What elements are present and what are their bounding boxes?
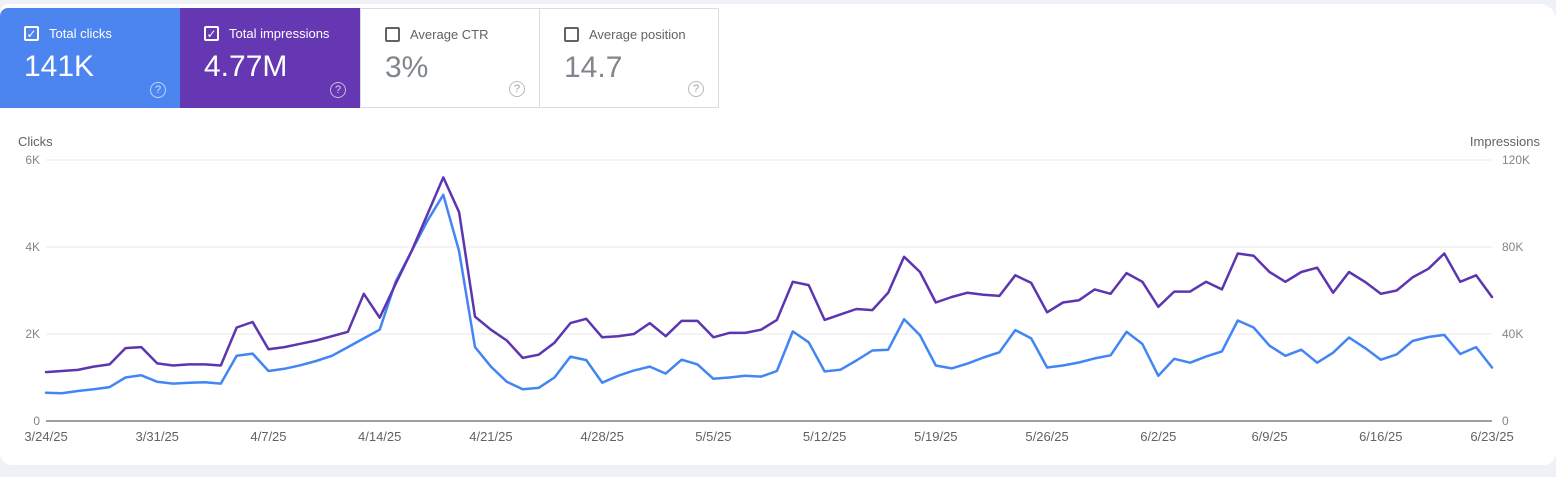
impressions-axis-tick-label: 120K bbox=[1502, 153, 1531, 167]
left-axis-title: Clicks bbox=[18, 134, 53, 149]
performance-panel: ✓ Total clicks 141K ? ✓ Total impression… bbox=[0, 4, 1556, 465]
card-label: Total impressions bbox=[229, 26, 330, 41]
average-ctr-checkbox[interactable] bbox=[385, 27, 400, 42]
x-axis-date-label: 3/31/25 bbox=[135, 429, 179, 444]
clicks-axis-tick-label: 4K bbox=[25, 240, 40, 254]
performance-chart[interactable]: Clicks Impressions 6K 120K 4K 80K 2K 40K 0 0 3/2… bbox=[0, 130, 1556, 450]
card-label: Average CTR bbox=[410, 27, 489, 42]
x-axis-date-label: 4/7/25 bbox=[250, 429, 287, 444]
help-icon[interactable]: ? bbox=[150, 82, 166, 98]
help-icon[interactable]: ? bbox=[330, 82, 346, 98]
average-ctr-value: 3% bbox=[385, 51, 429, 84]
metric-cards-row: ✓ Total clicks 141K ? ✓ Total impression… bbox=[0, 4, 1556, 108]
chart-plot-area bbox=[44, 159, 1494, 422]
total-clicks-value: 141K bbox=[24, 50, 95, 83]
average-position-checkbox[interactable] bbox=[564, 27, 579, 42]
x-axis-date-label: 3/24/25 bbox=[24, 429, 68, 444]
card-total-clicks[interactable]: ✓ Total clicks 141K ? bbox=[0, 8, 180, 108]
clicks-axis-tick-label: 0 bbox=[33, 414, 40, 428]
card-average-ctr[interactable]: Average CTR 3% ? bbox=[360, 8, 540, 108]
impressions-axis-tick-label: 40K bbox=[1502, 327, 1524, 341]
x-axis-date-label: 4/14/25 bbox=[358, 429, 402, 444]
x-axis-date-label: 6/23/25 bbox=[1470, 429, 1514, 444]
clicks-axis-tick-label: 6K bbox=[25, 153, 40, 167]
impressions-line bbox=[44, 176, 1494, 374]
x-axis-date-label: 5/26/25 bbox=[1025, 429, 1069, 444]
clicks-axis-tick-label: 2K bbox=[25, 327, 40, 341]
card-label: Total clicks bbox=[49, 26, 112, 41]
help-icon[interactable]: ? bbox=[509, 81, 525, 97]
impressions-axis-tick-label: 80K bbox=[1502, 240, 1524, 254]
total-impressions-checkbox[interactable]: ✓ bbox=[204, 26, 219, 41]
x-axis-date-label: 6/16/25 bbox=[1359, 429, 1403, 444]
clicks-line bbox=[44, 193, 1494, 395]
impressions-axis-tick-label: 0 bbox=[1502, 414, 1509, 428]
card-label: Average position bbox=[589, 27, 686, 42]
x-axis-date-label: 5/19/25 bbox=[914, 429, 958, 444]
card-total-impressions[interactable]: ✓ Total impressions 4.77M ? bbox=[180, 8, 360, 108]
help-icon[interactable]: ? bbox=[688, 81, 704, 97]
x-axis-date-label: 4/21/25 bbox=[469, 429, 513, 444]
total-impressions-value: 4.77M bbox=[204, 50, 288, 83]
total-clicks-checkbox[interactable]: ✓ bbox=[24, 26, 39, 41]
x-axis-date-label: 4/28/25 bbox=[580, 429, 624, 444]
x-axis-date-label: 5/12/25 bbox=[802, 429, 847, 444]
x-axis-date-label: 6/9/25 bbox=[1251, 429, 1288, 444]
average-position-value: 14.7 bbox=[564, 51, 623, 84]
right-axis-title: Impressions bbox=[1469, 134, 1540, 149]
card-average-position[interactable]: Average position 14.7 ? bbox=[539, 8, 719, 108]
x-axis-date-label: 5/5/25 bbox=[695, 429, 732, 444]
x-axis-date-label: 6/2/25 bbox=[1140, 429, 1177, 444]
